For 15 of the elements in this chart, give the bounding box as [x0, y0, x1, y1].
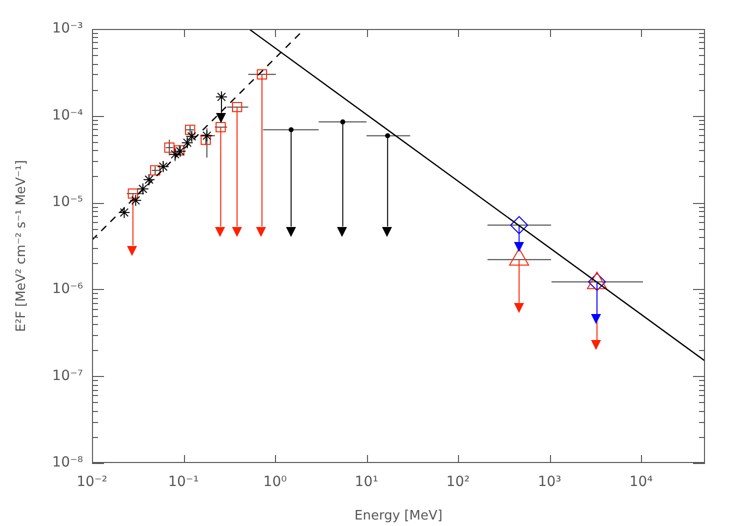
y-tick-label: 10⁻⁴ — [52, 107, 84, 124]
x-tick-label: 10⁴ — [629, 474, 654, 490]
y-tick-label: 10⁻⁸ — [52, 454, 84, 471]
y-tick-label: 10⁻⁵ — [52, 194, 83, 210]
x-tick-label: 10³ — [538, 474, 562, 490]
x-tick-label: 10¹ — [354, 474, 378, 490]
y-tick-label: 10⁻⁷ — [52, 368, 83, 384]
x-tick-label: 10⁰ — [263, 474, 288, 490]
x-tick-label: 10⁻¹ — [168, 474, 199, 490]
y-tick-label: 10⁻³ — [52, 20, 83, 37]
y-axis-title: E²F [MeV² cm⁻² s⁻¹ MeV⁻¹] — [14, 160, 30, 332]
x-axis-title: Energy [MeV] — [354, 508, 442, 524]
y-tick-label: 10⁻⁶ — [52, 281, 84, 298]
x-tick-label: 10² — [446, 474, 470, 490]
x-tick-label: 10⁻² — [76, 474, 108, 490]
